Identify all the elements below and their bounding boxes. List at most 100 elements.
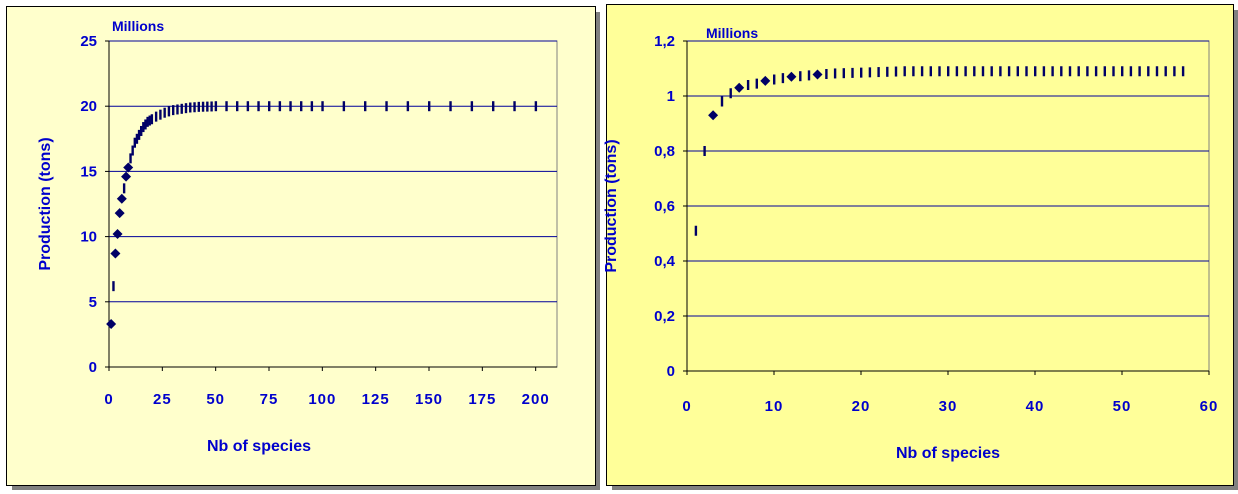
x-tick-label: 60: [1200, 398, 1219, 415]
data-point: [990, 66, 993, 77]
data-point: [1094, 66, 1098, 77]
data-point: [903, 66, 906, 77]
x-tick-label: 100: [308, 391, 336, 408]
data-point: [825, 69, 828, 79]
data-point: [1086, 66, 1089, 77]
data-point: [1077, 66, 1080, 77]
left-unit-label: Millions: [112, 18, 164, 34]
data-point: [150, 114, 154, 125]
x-tick-label: 20: [852, 398, 871, 415]
data-point: [268, 101, 271, 112]
data-point: [807, 70, 811, 81]
data-point: [385, 101, 388, 112]
data-point: [144, 119, 147, 130]
data-point: [860, 67, 863, 78]
data-point: [116, 193, 127, 204]
data-point: [929, 66, 932, 77]
data-point: [140, 125, 143, 136]
data-point: [999, 66, 1002, 77]
data-point: [1034, 66, 1037, 77]
data-point: [755, 78, 758, 89]
data-point: [289, 101, 292, 112]
data-point: [137, 129, 141, 140]
data-point: [877, 67, 880, 78]
x-tick-label: 50: [1113, 398, 1132, 415]
x-tick-label: 175: [468, 391, 496, 408]
y-tick-label: 0: [89, 359, 97, 376]
x-tick-label: 200: [522, 391, 550, 408]
data-point: [1138, 66, 1141, 77]
data-point: [1181, 66, 1185, 77]
data-point: [135, 133, 139, 144]
data-point: [159, 109, 162, 120]
data-point: [1103, 66, 1106, 77]
data-point: [513, 101, 516, 112]
data-point: [214, 101, 218, 112]
data-point: [781, 73, 785, 84]
data-point: [938, 66, 941, 77]
data-point: [110, 248, 121, 259]
data-point: [981, 66, 985, 77]
data-point: [364, 101, 367, 112]
data-point: [148, 115, 151, 126]
data-point: [278, 101, 282, 112]
data-point: [133, 137, 136, 148]
data-point: [703, 146, 706, 156]
data-point: [257, 101, 260, 112]
y-tick-label: 0,8: [654, 143, 675, 160]
x-tick-label: 125: [362, 391, 390, 408]
data-point: [1068, 66, 1072, 77]
data-point: [210, 101, 213, 112]
x-tick-label: 75: [260, 391, 279, 408]
data-point: [146, 116, 149, 127]
y-tick-label: 0,2: [654, 308, 675, 325]
data-point: [180, 103, 183, 114]
data-point: [773, 74, 776, 85]
data-point: [708, 110, 719, 121]
data-point: [1016, 66, 1019, 77]
data-point: [142, 122, 145, 133]
data-point: [193, 102, 196, 113]
data-point: [947, 66, 950, 77]
data-point: [172, 105, 175, 116]
data-point: [729, 88, 732, 99]
data-point: [746, 80, 750, 90]
data-point: [236, 101, 239, 112]
data-point: [189, 102, 192, 113]
data-point: [851, 67, 854, 78]
data-point: [1042, 66, 1046, 77]
data-point: [167, 106, 171, 117]
right-chart-plot: 0 0,2 0,4 0,6 0,8 1 1,2 0 10 20 30 40 50 60: [654, 33, 1219, 415]
data-point: [1060, 66, 1063, 77]
data-point: [449, 101, 452, 112]
data-point: [912, 66, 915, 77]
y-tick-label: 0,4: [654, 253, 676, 270]
data-point: [1007, 66, 1011, 77]
right-x-axis-label: Nb of species: [896, 445, 1000, 462]
data-point: [246, 101, 250, 112]
data-point: [114, 208, 125, 219]
data-point: [310, 101, 314, 112]
data-point: [955, 66, 959, 77]
data-point: [122, 183, 126, 194]
left-y-axis-label: Production (tons): [37, 137, 54, 270]
data-point: [760, 75, 771, 86]
y-tick-label: 1: [667, 88, 675, 105]
data-point: [894, 66, 898, 77]
x-tick-label: 150: [415, 391, 443, 408]
data-point: [720, 96, 724, 107]
data-point: [920, 66, 924, 77]
y-tick-label: 20: [80, 98, 97, 115]
data-point: [492, 101, 495, 112]
data-point: [1129, 66, 1133, 77]
data-point: [129, 153, 132, 164]
data-point: [868, 67, 872, 78]
y-tick-label: 10: [80, 229, 97, 246]
data-point: [225, 101, 228, 112]
data-point: [734, 82, 745, 93]
data-point: [812, 69, 823, 80]
data-point: [121, 171, 132, 182]
plot-area: [108, 40, 558, 368]
data-point: [112, 228, 123, 239]
x-tick-label: 0: [682, 398, 691, 415]
